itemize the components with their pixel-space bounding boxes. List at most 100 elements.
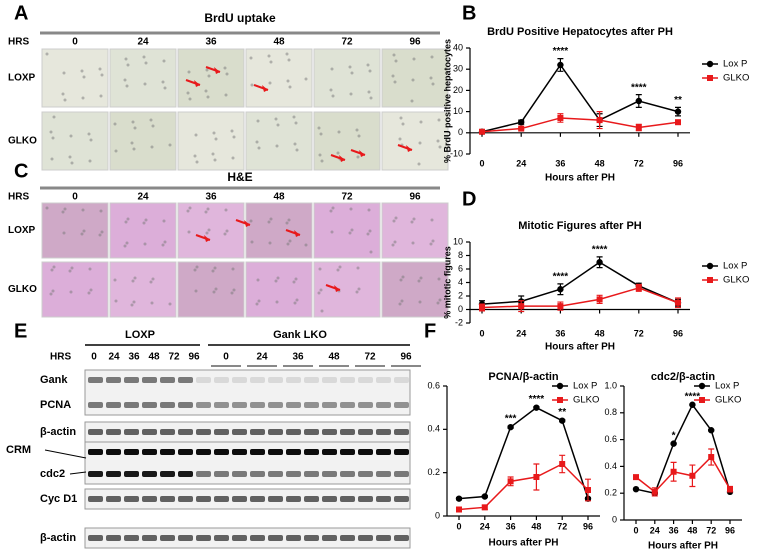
blot-band — [232, 449, 247, 455]
hrs-label: HRS — [8, 37, 29, 48]
blot-band — [322, 449, 337, 455]
x-tick-label: 24 — [480, 521, 490, 531]
blot-label: CRM — [6, 444, 31, 456]
micrograph — [381, 48, 449, 108]
panel-title: H&E — [227, 170, 252, 184]
cell-nucleus — [368, 69, 372, 73]
y-tick-label: 0.2 — [604, 488, 617, 498]
x-tick-label: 24 — [516, 158, 526, 168]
cell-nucleus — [330, 67, 334, 71]
legend-marker — [706, 60, 714, 68]
cell-nucleus — [410, 99, 414, 103]
blot-band — [124, 471, 139, 477]
cell-nucleus — [431, 82, 435, 86]
cell-nucleus — [349, 207, 353, 211]
cell-nucleus — [357, 134, 361, 138]
blot-band — [142, 377, 157, 383]
arrow-head — [204, 235, 210, 242]
legend-label: GLKO — [723, 275, 749, 286]
micrograph — [109, 48, 177, 108]
cell-nucleus — [99, 209, 103, 213]
micrograph — [177, 111, 245, 171]
cell-nucleus — [133, 126, 137, 130]
micrograph — [109, 261, 177, 318]
cell-nucleus — [80, 232, 84, 236]
series-line — [635, 403, 731, 495]
data-point — [689, 472, 696, 479]
data-point — [596, 117, 603, 124]
cell-nucleus — [142, 55, 146, 59]
data-point — [559, 461, 566, 467]
cell-nucleus — [100, 230, 104, 234]
blot-band — [124, 402, 139, 408]
micrograph — [381, 261, 449, 318]
arrow-head — [406, 145, 412, 152]
chart-title: Mitotic Figures after PH — [518, 220, 642, 232]
cell-nucleus — [430, 55, 434, 59]
cell-nucleus — [398, 302, 402, 306]
panel-letter: A — [14, 2, 28, 24]
cell-nucleus — [114, 299, 118, 303]
cell-nucleus — [274, 279, 278, 283]
cell-nucleus — [130, 141, 134, 145]
data-point — [727, 486, 733, 493]
cell-nucleus — [143, 82, 147, 86]
blot-band — [124, 377, 139, 383]
series-line — [458, 463, 589, 511]
blot-band — [376, 535, 391, 541]
blot-band — [304, 535, 319, 541]
cell-nucleus — [62, 231, 66, 235]
lane-label: 96 — [400, 352, 412, 363]
micrograph — [109, 111, 177, 171]
legend-marker — [707, 75, 713, 81]
cell-nucleus — [149, 280, 153, 284]
cell-nucleus — [331, 94, 335, 98]
cell-nucleus — [123, 244, 127, 248]
data-point — [675, 299, 681, 306]
blot-band — [88, 429, 103, 435]
blot-band — [106, 535, 121, 541]
lane-label: 48 — [148, 352, 160, 363]
cell-nucleus — [394, 59, 398, 63]
y-tick-label: 2 — [458, 290, 463, 300]
cell-nucleus — [231, 267, 235, 271]
x-tick-label: 48 — [687, 525, 697, 535]
cell-nucleus — [318, 153, 322, 157]
cell-nucleus — [355, 290, 359, 294]
hour-label: 24 — [137, 37, 149, 48]
cell-nucleus — [350, 71, 354, 75]
micrograph — [41, 48, 109, 108]
blot-label: Gank — [40, 374, 68, 386]
hour-label: 0 — [72, 192, 78, 203]
cell-nucleus — [411, 78, 415, 82]
cell-nucleus — [400, 299, 404, 303]
chart-title: PCNA/β-actin — [488, 371, 559, 383]
cell-nucleus — [394, 216, 398, 220]
blot-band — [178, 535, 193, 541]
cell-nucleus — [437, 118, 441, 122]
row-label: LOXP — [8, 225, 36, 236]
lane-label: 0 — [91, 352, 97, 363]
blot-band — [340, 535, 355, 541]
blot-band — [142, 471, 157, 477]
cell-nucleus — [98, 233, 102, 237]
lane-label: 96 — [188, 352, 200, 363]
cell-nucleus — [230, 129, 234, 133]
cell-nucleus — [144, 218, 148, 222]
cell-nucleus — [293, 142, 297, 146]
cell-nucleus — [132, 300, 136, 304]
cell-nucleus — [113, 122, 117, 126]
lane-label: 72 — [168, 352, 180, 363]
x-tick-label: 36 — [555, 158, 565, 168]
blot-band — [196, 402, 211, 408]
cell-nucleus — [256, 278, 260, 282]
blot-band — [268, 377, 283, 383]
arrow-head — [244, 220, 250, 227]
x-tick-label: 72 — [634, 158, 644, 168]
legend-marker — [706, 262, 714, 270]
x-tick-label: 96 — [583, 521, 593, 531]
cell-nucleus — [187, 230, 191, 234]
cell-nucleus — [51, 136, 55, 140]
y-tick-label: 0 — [458, 127, 463, 137]
